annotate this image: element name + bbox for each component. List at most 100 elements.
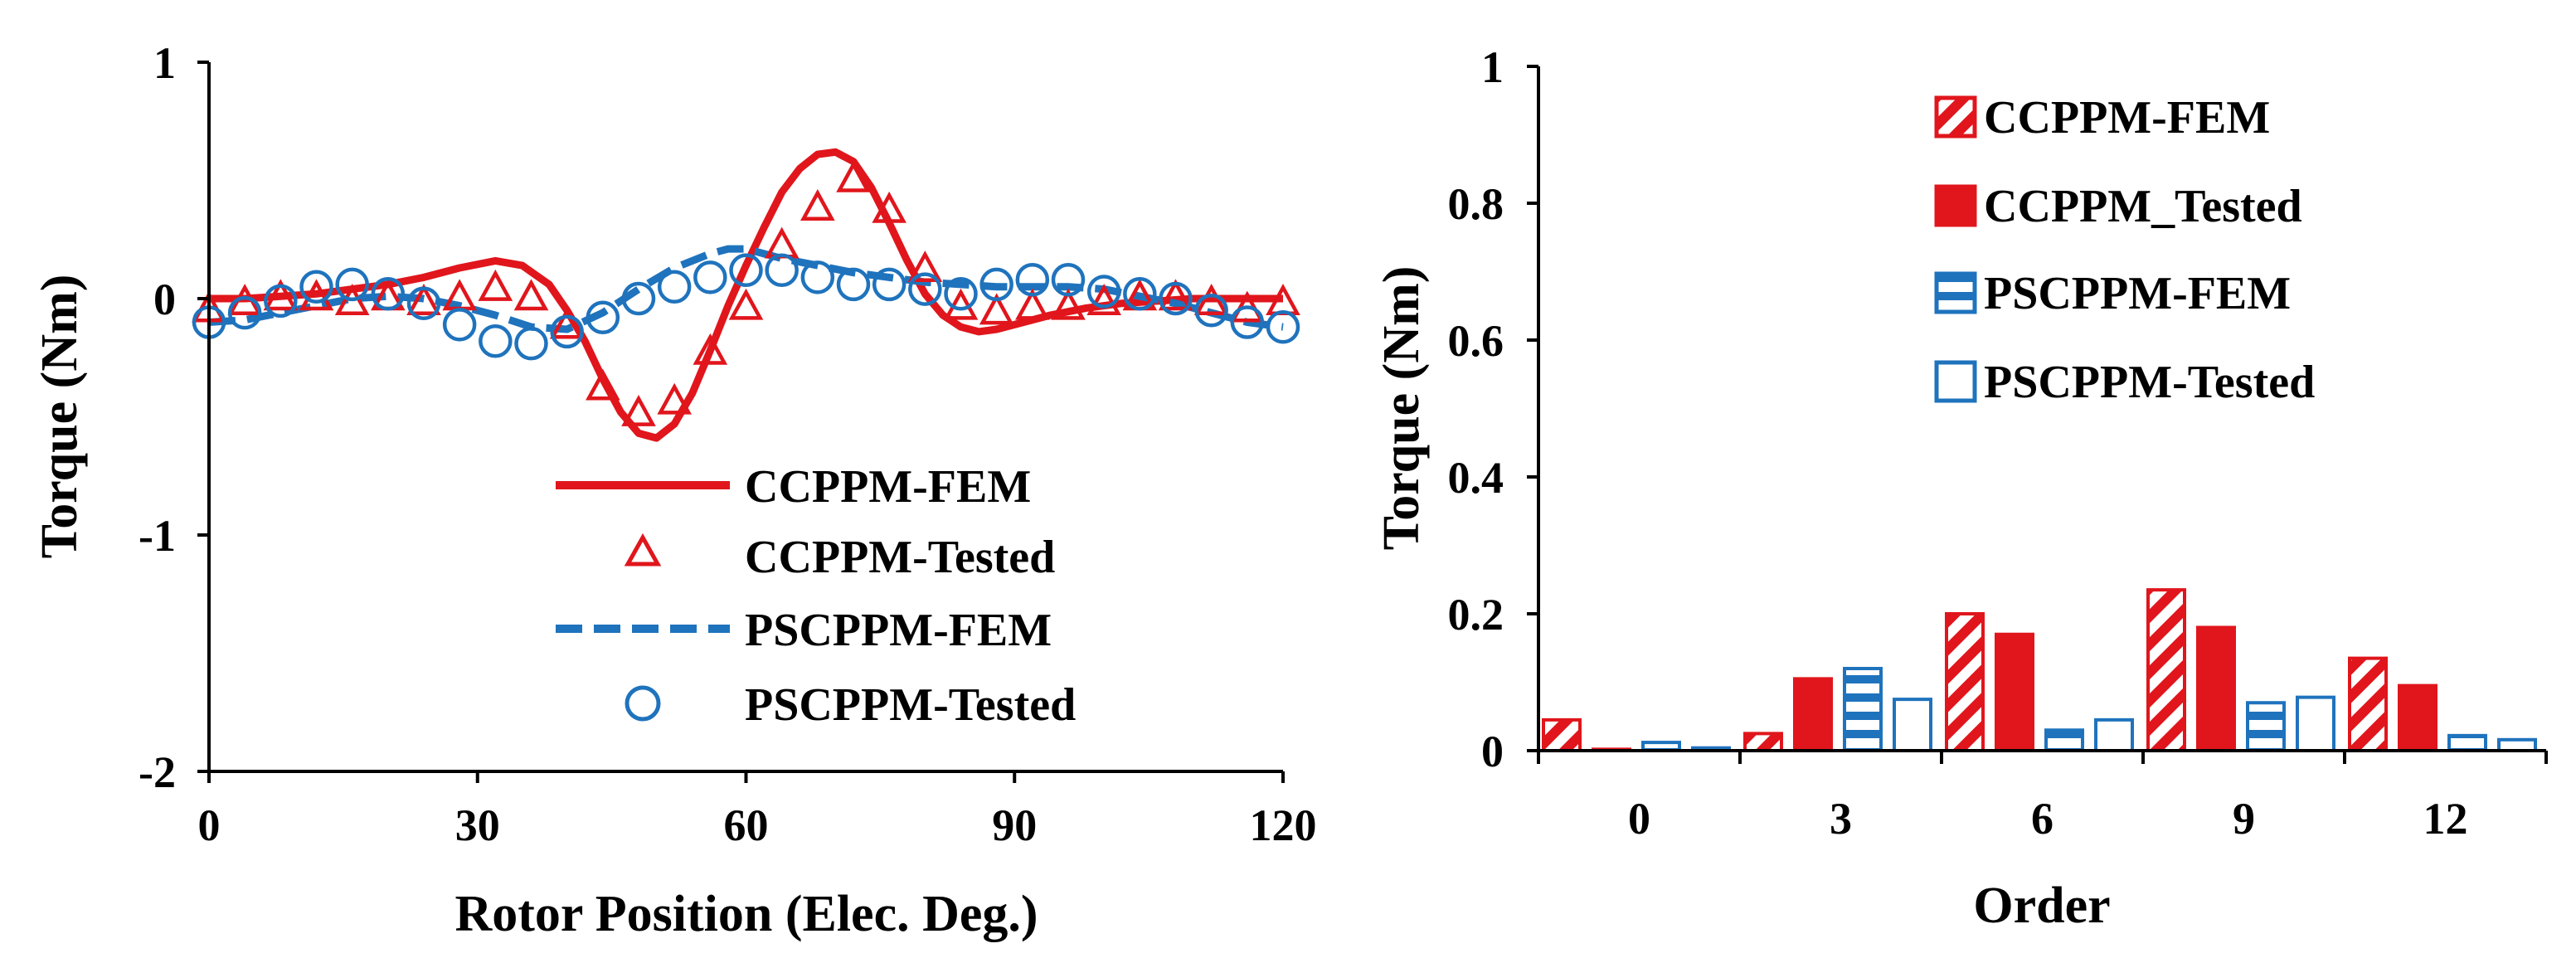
right-axis-ticks: 0 3 6 9 12 0 0.2 0.4 0.6 0.8 1: [1448, 42, 2548, 844]
marker-ccppm-tested-4: [334, 284, 370, 315]
right-y-tick-label-1: 0.2: [1448, 590, 1504, 640]
bar-ccppm-fem-order-9: [2146, 588, 2186, 752]
marker-ccppm-tested-16: [764, 226, 800, 259]
marker-ccppm-tested-19: [872, 191, 906, 223]
marker-ccppm-tested-20: [907, 250, 943, 283]
legend-swatch-pscppm-tested: [625, 685, 661, 722]
legend-label-pscppm-fem-bar: PSCPPM-FEM: [1984, 268, 2291, 319]
bar-pscppm-fem-order-12: [2447, 733, 2487, 752]
marker-pscppm-tested-6: [406, 286, 441, 320]
marker-pscppm-tested-1: [227, 295, 262, 330]
left-x-tick-label-0: 0: [198, 800, 221, 850]
marker-pscppm-tested-7: [442, 308, 477, 342]
bar-ccppm-fem-order-0: [1542, 717, 1582, 752]
series-line-pscppm-fem: [208, 245, 1284, 333]
left-y-tick-label-2: 0: [153, 275, 176, 324]
marker-ccppm-tested-6: [406, 284, 441, 315]
waveform-legend: CCPPM-FEM CCPPM-Tested PSCPPM-FEM PSCPPM…: [556, 461, 1076, 731]
marker-pscppm-tested-29: [1230, 305, 1265, 339]
legend-swatch-ccppm-fem-bar: [1934, 95, 1977, 139]
marker-pscppm-tested-27: [1159, 281, 1193, 316]
bar-ccppm-tested-order-3: [1793, 677, 1833, 752]
legend-swatch-ccppm-tested-bar: [1934, 184, 1977, 227]
marker-pscppm-tested-25: [1086, 275, 1121, 309]
right-y-tick-label-0: 0: [1481, 727, 1504, 776]
bar-pscppm-fem-order-9: [2246, 701, 2286, 752]
marker-pscppm-tested-30: [1266, 309, 1300, 344]
bar-ccppm-tested-order-9: [2196, 625, 2236, 752]
marker-pscppm-tested-10: [550, 314, 584, 349]
marker-ccppm-tested-25: [1086, 284, 1121, 315]
marker-ccppm-tested-11: [586, 368, 620, 401]
bar-pscppm-tested-order-9: [2296, 695, 2335, 753]
marker-pscppm-tested-13: [657, 270, 692, 304]
marker-pscppm-tested-18: [836, 267, 871, 302]
legend-label-ccppm-tested-bar: CCPPM_Tested: [1984, 181, 2302, 232]
marker-ccppm-tested-9: [513, 279, 549, 311]
left-x-tick-label-4: 120: [1250, 800, 1317, 850]
marker-ccppm-tested-22: [979, 293, 1014, 325]
right-y-axis-title: Torque (Nm): [1373, 266, 1430, 551]
bar-ccppm-tested-order-12: [2398, 683, 2437, 752]
waveform-series: [192, 148, 1300, 442]
marker-pscppm-tested-11: [586, 300, 620, 335]
left-y-tick-label-1: -1: [139, 511, 176, 561]
torque-harmonic-chart: 0 3 6 9 12 0 0.2 0.4 0.6 0.8 1 CCPPM-FEM CCPPM_Tes…: [1373, 42, 2548, 934]
right-x-tick-label-4: 12: [2423, 794, 2468, 844]
legend-label-pscppm-tested-bar: PSCPPM-Tested: [1984, 357, 2315, 408]
marker-pscppm-tested-26: [1123, 277, 1157, 311]
marker-ccppm-tested-15: [728, 288, 764, 320]
marker-pscppm-tested-5: [371, 277, 406, 311]
left-y-tick-label-0: -2: [139, 747, 176, 797]
harmonic-legend: CCPPM-FEM CCPPM_Tested PSCPPM-FEM PSCPPM…: [1934, 92, 2315, 408]
marker-pscppm-tested-17: [800, 260, 835, 294]
legend-swatch-pscppm-tested-bar: [1934, 360, 1977, 403]
marker-ccppm-tested-12: [621, 394, 656, 426]
marker-pscppm-tested-23: [1015, 262, 1050, 297]
bar-pscppm-fem-order-6: [2044, 728, 2084, 752]
marker-ccppm-tested-10: [549, 307, 585, 339]
marker-ccppm-tested-3: [299, 279, 334, 311]
bar-pscppm-tested-order-3: [1893, 698, 1932, 752]
marker-pscppm-tested-14: [693, 260, 727, 294]
right-x-tick-label-2: 6: [2031, 794, 2054, 844]
left-y-tick-label-3: 1: [153, 38, 176, 88]
marker-pscppm-tested-20: [908, 272, 942, 306]
marker-pscppm-tested-2: [264, 284, 298, 319]
marker-ccppm-tested-14: [693, 333, 728, 365]
left-axis-ticks: 0 30 60 90 120 -2 -1 0 1: [139, 38, 1316, 850]
right-y-tick-label-4: 0.8: [1448, 179, 1504, 229]
right-x-tick-label-0: 0: [1628, 794, 1650, 844]
marker-pscppm-tested-4: [335, 267, 369, 302]
legend-swatch-pscppm-fem-bar: [1934, 271, 1977, 314]
marker-ccppm-tested-17: [800, 189, 835, 221]
legend-label-ccppm-fem-bar: CCPPM-FEM: [1984, 92, 2270, 143]
bar-ccppm-fem-order-12: [2348, 656, 2388, 752]
bar-ccppm-tested-order-6: [1995, 632, 2034, 752]
harmonic-bars: [1542, 588, 2537, 753]
marker-ccppm-tested-13: [657, 382, 692, 415]
right-y-tick-label-3: 0.6: [1448, 316, 1504, 366]
left-x-tick-label-2: 60: [724, 800, 769, 850]
left-x-tick-label-1: 30: [455, 800, 500, 850]
marker-pscppm-tested-9: [514, 326, 548, 361]
marker-ccppm-tested-27: [1158, 279, 1193, 311]
marker-pscppm-tested-8: [479, 324, 513, 358]
legend-label-pscppm-fem: PSCPPM-FEM: [745, 605, 1052, 656]
marker-ccppm-tested-2: [263, 279, 299, 311]
marker-pscppm-tested-24: [1051, 262, 1086, 297]
torque-waveform-chart: CCPPM-FEM CCPPM-Tested PSCPPM-FEM PSCPPM…: [32, 38, 1317, 942]
right-y-tick-label-2: 0.4: [1448, 453, 1504, 503]
marker-ccppm-tested-8: [478, 269, 513, 301]
bar-ccppm-fem-order-3: [1743, 732, 1783, 752]
legend-swatch-ccppm-tested: [624, 533, 662, 567]
right-y-tick-label-5: 1: [1481, 42, 1504, 92]
marker-ccppm-tested-23: [1015, 288, 1050, 320]
bar-pscppm-tested-order-6: [2094, 717, 2134, 752]
marker-ccppm-tested-28: [1193, 284, 1229, 315]
right-x-tick-label-3: 9: [2233, 794, 2255, 844]
right-x-tick-label-1: 3: [1830, 794, 1852, 844]
legend-label-ccppm-fem: CCPPM-FEM: [745, 461, 1031, 513]
legend-label-pscppm-tested: PSCPPM-Tested: [745, 679, 1076, 731]
